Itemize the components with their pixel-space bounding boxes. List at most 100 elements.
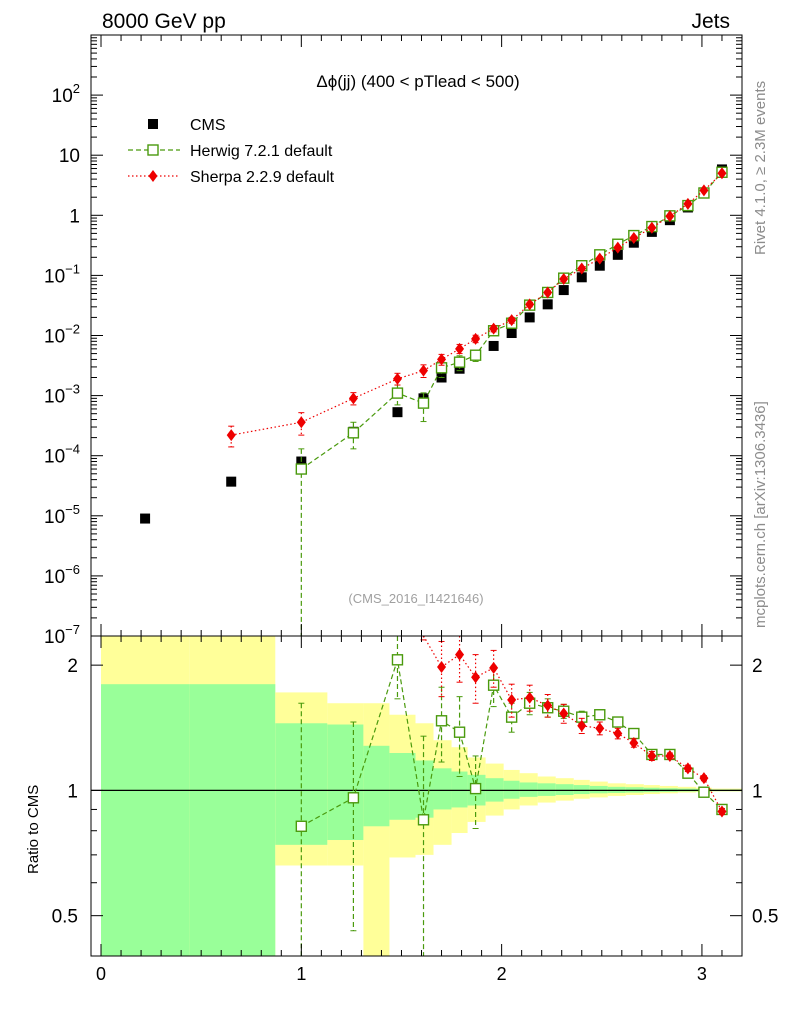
data-point (525, 691, 535, 704)
ratio-y-tick-label: 2 (752, 656, 763, 677)
data-point (487, 679, 500, 691)
data-point (543, 699, 553, 712)
green-band-bin (519, 782, 538, 797)
data-point (226, 429, 236, 442)
data-point (348, 392, 358, 405)
data-point (717, 805, 727, 818)
legend-label: Herwig 7.2.1 default (190, 143, 333, 160)
data-point (226, 476, 237, 487)
data-point (683, 197, 693, 210)
data-point (437, 660, 447, 673)
data-point (391, 654, 404, 666)
data-point (347, 427, 360, 439)
x-tick-label: 2 (497, 964, 507, 984)
y-tick-exponent: −6 (65, 562, 80, 577)
ratio-uncertainty-bands (91, 636, 742, 956)
data-point (717, 167, 727, 180)
plot-axes: 0 1 2 3 10−7 10−6 10−5 10−4 10−3 10−2 10−1 1 10 102 0.… (44, 34, 778, 984)
data-point (471, 332, 481, 345)
main-panel-series (140, 164, 728, 637)
data-point (435, 715, 448, 727)
data-point (419, 364, 429, 377)
green-band-bin (503, 780, 520, 799)
data-point (453, 356, 466, 368)
ratio-y-tick-label: 0.5 (752, 907, 778, 928)
data-point (698, 786, 710, 798)
data-point (347, 792, 360, 804)
ratio-ylabel: Ratio to CMS (25, 785, 42, 874)
data-point (612, 716, 624, 728)
data-point (455, 648, 465, 661)
data-point (542, 299, 553, 310)
green-band-bin (101, 684, 190, 956)
data-point (594, 260, 605, 271)
green-band-bin (189, 684, 276, 956)
data-point (392, 372, 402, 385)
series-cms (140, 164, 727, 524)
data-point (629, 231, 639, 244)
data-point (437, 353, 447, 366)
data-point (295, 463, 308, 475)
ratio-frame (90, 635, 743, 957)
ratio-y-tick-label: 1 (67, 781, 78, 802)
data-point (296, 416, 306, 429)
green-band-bin (415, 760, 434, 818)
green-band-bin (573, 785, 590, 795)
rivet-label: Rivet 4.1.0, ≥ 2.3M events (752, 81, 769, 255)
legend-item-herwig: Herwig 7.2.1 default (128, 143, 333, 160)
y-tick-label: 10 (59, 146, 80, 167)
data-point (506, 328, 517, 339)
green-band-bin (327, 724, 364, 841)
data-point (391, 387, 404, 399)
y-tick-label: 10−1 (44, 261, 80, 287)
data-point (507, 693, 517, 706)
data-point (595, 722, 605, 735)
y-tick-exponent: −1 (65, 261, 80, 276)
y-tick-exponent: −7 (65, 622, 80, 637)
green-band-bin (363, 745, 390, 827)
data-point (489, 322, 499, 335)
x-tick-label: 1 (296, 964, 306, 984)
data-point (594, 709, 606, 721)
data-point (417, 814, 430, 826)
y-tick-label: 1 (69, 206, 80, 227)
data-point (524, 312, 535, 323)
data-point (469, 349, 482, 361)
data-point (392, 407, 403, 418)
data-point (613, 727, 623, 740)
legend-item-cms: CMS (148, 117, 226, 134)
series-line (231, 172, 723, 436)
green-band-bin (389, 752, 416, 820)
data-point (595, 252, 605, 265)
data-point (665, 210, 675, 223)
x-tick-label: 3 (697, 964, 707, 984)
data-point (629, 736, 639, 749)
series-line (422, 635, 723, 812)
data-point (455, 342, 465, 355)
data-point (147, 144, 159, 156)
series-sherpa (226, 167, 727, 448)
data-point (559, 707, 569, 720)
y-tick-label: 10−2 (44, 322, 80, 348)
data-point (417, 397, 430, 409)
ratio-y-tick-label: 2 (67, 656, 78, 677)
y-tick-exponent: −3 (65, 382, 80, 397)
y-tick-label: 10−3 (44, 382, 80, 408)
header-right: Jets (691, 10, 730, 33)
legend-label: CMS (190, 117, 226, 134)
data-point (488, 340, 499, 351)
data-point (647, 221, 657, 234)
series-sherpa (420, 635, 727, 818)
green-band-bin (433, 768, 452, 810)
y-tick-exponent: 2 (73, 81, 80, 96)
data-point (525, 298, 535, 311)
data-point (558, 285, 569, 296)
data-point (577, 719, 587, 732)
green-band-bin (451, 771, 468, 808)
data-point (647, 749, 657, 762)
plot-title: Δϕ(jj) (400 < pTlead < 500) (316, 72, 519, 91)
legend-label: Sherpa 2.2.9 default (190, 169, 335, 186)
mcplots-label: mcplots.cern.ch [arXiv:1306.3436] (752, 401, 769, 628)
ratio-y-tick-label: 0.5 (52, 907, 78, 928)
